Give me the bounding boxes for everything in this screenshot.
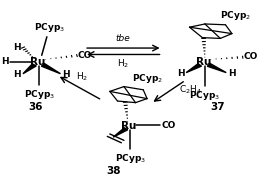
- Polygon shape: [41, 64, 60, 74]
- Text: PCyp$_3$: PCyp$_3$: [24, 88, 55, 101]
- Polygon shape: [113, 128, 128, 137]
- Text: CO: CO: [161, 121, 176, 130]
- Text: H: H: [177, 69, 184, 78]
- Text: Ru: Ru: [121, 121, 137, 131]
- Text: CO: CO: [243, 52, 258, 61]
- Text: 37: 37: [210, 102, 225, 112]
- Text: H: H: [1, 57, 8, 66]
- Text: CO: CO: [78, 51, 92, 60]
- Text: 38: 38: [106, 166, 121, 176]
- Polygon shape: [207, 64, 226, 73]
- Text: PCyp$_3$: PCyp$_3$: [34, 21, 65, 34]
- Text: H: H: [228, 69, 236, 78]
- Text: C$_2$H$_4$: C$_2$H$_4$: [178, 84, 202, 96]
- Text: H$_2$: H$_2$: [76, 70, 88, 83]
- Text: H: H: [14, 70, 21, 79]
- Text: H$_2$: H$_2$: [117, 57, 129, 70]
- Text: H: H: [62, 70, 70, 79]
- Text: Ru: Ru: [196, 57, 211, 67]
- Text: PCyp$_3$: PCyp$_3$: [189, 89, 221, 102]
- Polygon shape: [23, 64, 36, 74]
- Text: PCyp$_3$: PCyp$_3$: [115, 152, 146, 165]
- Text: H: H: [14, 43, 21, 52]
- Polygon shape: [186, 64, 202, 73]
- Text: tbe: tbe: [116, 34, 131, 43]
- Text: Ru: Ru: [30, 57, 45, 67]
- Text: PCyp$_2$: PCyp$_2$: [220, 9, 251, 22]
- Text: 36: 36: [28, 102, 43, 112]
- Text: PCyp$_2$: PCyp$_2$: [132, 72, 163, 85]
